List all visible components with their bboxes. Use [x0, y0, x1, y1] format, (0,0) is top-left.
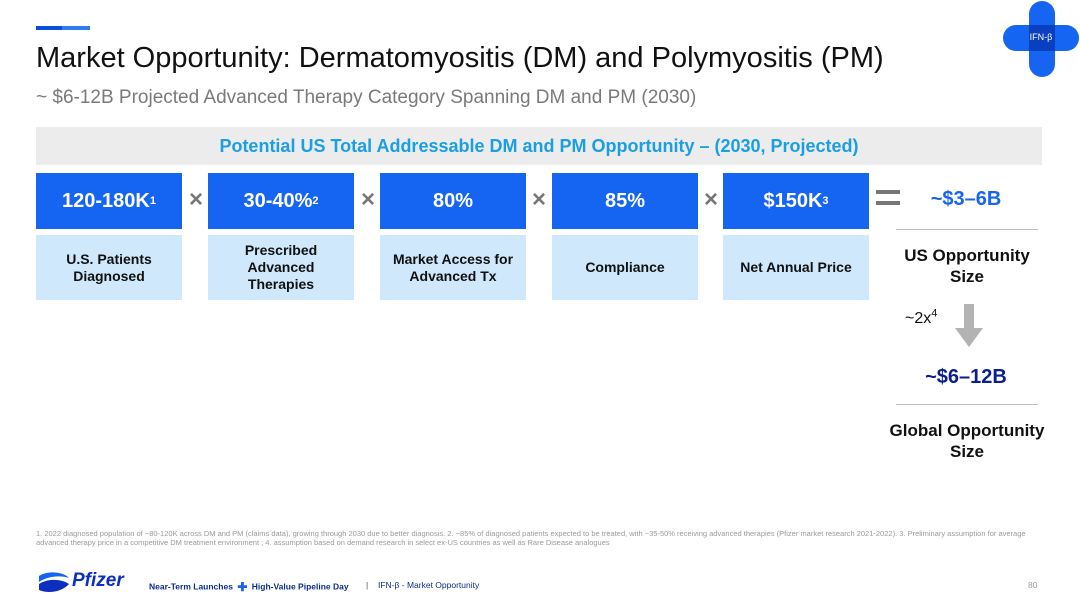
factor-label-patients: U.S. Patients Diagnosed [36, 235, 182, 300]
opportunity-banner: Potential US Total Addressable DM and PM… [36, 127, 1042, 165]
footer-section-name: IFN-β - Market Opportunity [378, 580, 480, 590]
divider [896, 229, 1038, 230]
page-title: Market Opportunity: Dermatomyositis (DM)… [36, 42, 884, 74]
global-opportunity-label: Global Opportunity Size [889, 421, 1045, 461]
us-opportunity-value: ~$3–6B [930, 188, 1002, 210]
footer-separator: | [366, 580, 369, 590]
page-subtitle: ~ $6-12B Projected Advanced Therapy Cate… [36, 87, 697, 108]
factor-value-market-access: 80% [380, 173, 526, 229]
factor-label-prescribed: Prescribed Advanced Therapies [208, 235, 354, 300]
multiply-icon: × [188, 186, 203, 213]
pfizer-wordmark: Pfizer [72, 570, 124, 591]
factor-label-compliance: Compliance [552, 235, 698, 300]
factor-label-market-access: Market Access for Advanced Tx [380, 235, 526, 300]
down-arrow-icon [955, 304, 983, 347]
ifn-beta-logo-label: IFN-β [1029, 32, 1053, 42]
factor-value-prescribed: 30-40% 2 [208, 173, 354, 229]
multiply-icon: × [531, 186, 546, 213]
title-accent-bar [36, 26, 90, 30]
global-multiplier: ~2x4 [905, 307, 938, 327]
pfizer-logo-icon [39, 572, 69, 592]
multiply-icon: × [703, 186, 718, 213]
divider [896, 404, 1038, 405]
factor-value-price: $150K 3 [723, 173, 869, 229]
factor-value-patients: 120-180K 1 [36, 173, 182, 229]
ifn-beta-plus-logo: IFN-β [1003, 1, 1079, 77]
page-number: 80 [1028, 580, 1038, 590]
footer-event-title: Near-Term Launches ✚ High-Value Pipeline… [149, 580, 349, 594]
banner-text: Potential US Total Addressable DM and PM… [219, 136, 859, 156]
equals-icon [876, 190, 900, 206]
factor-value-compliance: 85% [552, 173, 698, 229]
footnotes: 1. 2022 diagnosed population of ~80-120K… [36, 529, 1026, 547]
multiply-icon: × [360, 186, 375, 213]
us-opportunity-label: US Opportunity Size [904, 246, 1030, 286]
factor-label-price: Net Annual Price [723, 235, 869, 300]
plus-icon: ✚ [237, 580, 248, 594]
global-opportunity-value: ~$6–12B [925, 366, 1007, 388]
